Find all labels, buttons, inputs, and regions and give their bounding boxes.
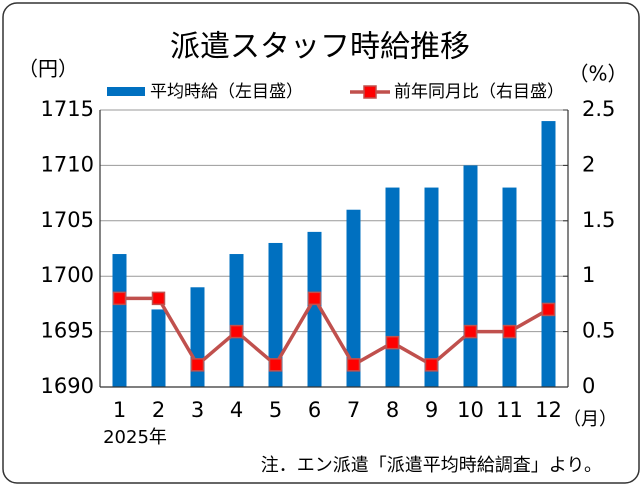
- bar: [502, 187, 517, 387]
- x-tick-label: 12: [535, 398, 562, 422]
- y-tick-label: 1705: [41, 208, 94, 232]
- y-tick-label: 1715: [41, 97, 94, 121]
- bar: [112, 254, 127, 387]
- marker: [463, 324, 478, 339]
- y-axis-label: （円）: [18, 57, 78, 81]
- legend-swatch: [363, 85, 377, 99]
- x-tick-label: 2: [152, 398, 165, 422]
- bar: [151, 309, 166, 387]
- x-tick-label: 1: [113, 398, 126, 422]
- bar: [541, 121, 556, 387]
- marker: [385, 335, 400, 350]
- marker: [307, 291, 322, 306]
- year-label: 2025年: [103, 427, 167, 448]
- y-tick-label: 1690: [41, 374, 94, 398]
- x-tick-label: 7: [347, 398, 360, 422]
- bar: [346, 209, 361, 387]
- marker: [346, 358, 361, 372]
- marker: [268, 358, 283, 372]
- marker: [190, 358, 205, 372]
- y2-tick-label: 0: [582, 374, 595, 398]
- x-tick-label: 11: [496, 398, 523, 422]
- x-unit: （月）: [563, 409, 617, 430]
- y2-axis-label: （%）: [568, 62, 627, 86]
- x-tick-label: 10: [457, 398, 484, 422]
- chart-title: 派遣スタッフ時給推移: [170, 30, 470, 65]
- marker: [541, 302, 556, 317]
- bar: [229, 254, 244, 387]
- y2-tick-label: 0.5: [582, 319, 615, 343]
- bar: [307, 231, 322, 387]
- y2-tick-label: 1: [582, 263, 595, 287]
- x-tick-label: 8: [386, 398, 399, 422]
- y-tick-label: 1700: [41, 263, 94, 287]
- x-tick-label: 9: [425, 398, 438, 422]
- bar: [268, 242, 283, 387]
- bar: [463, 165, 478, 387]
- note: 注．エン派遣「派遣平均時給調査」より。: [261, 455, 602, 476]
- y2-tick-label: 2.5: [582, 97, 615, 121]
- marker: [424, 358, 439, 372]
- marker: [151, 291, 166, 306]
- y2-tick-label: 2: [582, 152, 595, 176]
- bar: [190, 287, 205, 387]
- marker: [112, 291, 127, 306]
- x-tick-label: 5: [269, 398, 282, 422]
- marker: [229, 324, 244, 339]
- x-tick-label: 6: [308, 398, 321, 422]
- x-tick-label: 3: [191, 398, 204, 422]
- marker: [502, 324, 517, 339]
- legend-label: 平均時給（左目盛）: [150, 82, 303, 102]
- bar: [424, 187, 439, 387]
- bar: [385, 187, 400, 387]
- legend-label: 前年同月比（右目盛）: [394, 82, 564, 102]
- legend-swatch: [107, 87, 145, 96]
- y-tick-label: 1695: [41, 319, 94, 343]
- y2-tick-label: 1.5: [582, 208, 615, 232]
- x-tick-label: 4: [230, 398, 243, 422]
- y-tick-label: 1710: [41, 152, 94, 176]
